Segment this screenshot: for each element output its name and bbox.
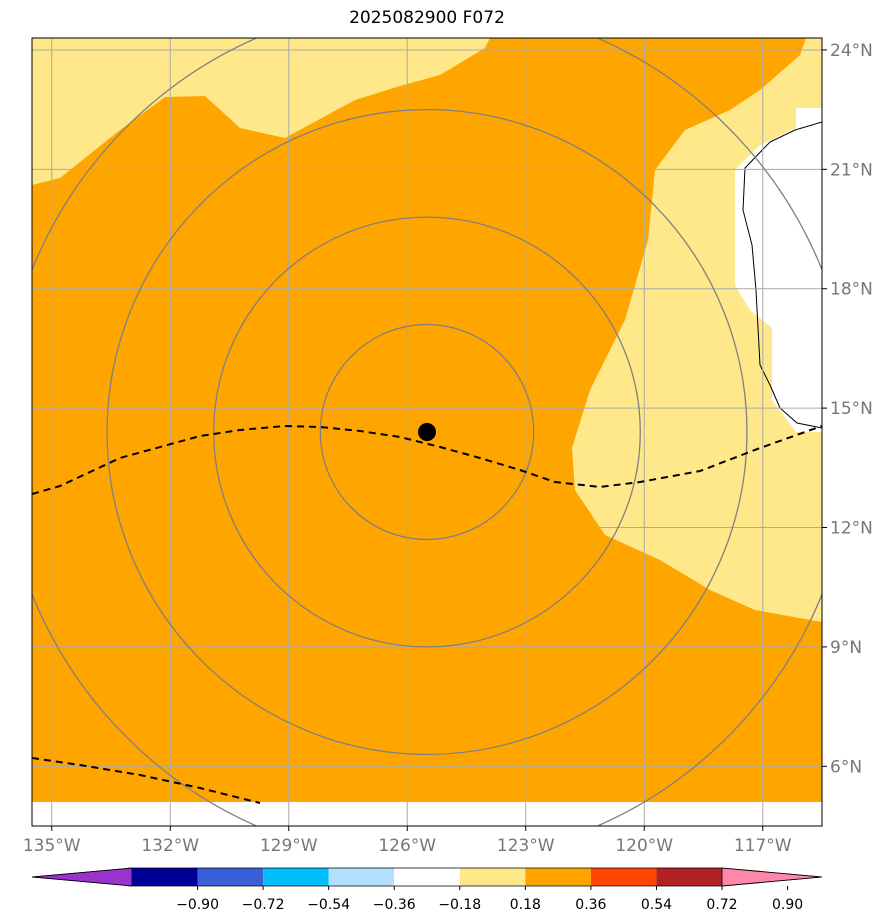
colorbar-label: 0.72 <box>706 897 737 913</box>
range-ring <box>213 216 641 648</box>
range-ring <box>319 323 535 541</box>
colorbar-extend-high <box>721 867 823 887</box>
colorbar-label: 0.90 <box>772 897 803 913</box>
lat-tick-label: 9°N <box>830 638 862 658</box>
lat-tick-label: 18°N <box>830 280 873 300</box>
colorbar-swatch <box>132 868 198 886</box>
lat-tick-label: 12°N <box>830 519 873 539</box>
field-light-topleft <box>32 38 490 185</box>
colorbar-swatch <box>656 868 722 886</box>
lon-tick-label: 120°W <box>615 836 673 856</box>
lat-tick-label: 6°N <box>830 757 862 777</box>
colorbar-swatch <box>328 868 395 886</box>
coastline <box>742 121 822 429</box>
range-ring <box>106 108 748 756</box>
dashed-contour-main <box>32 424 822 495</box>
colorbar-swatch <box>263 868 329 886</box>
land-mass <box>735 108 822 432</box>
colorbar-label: −0.54 <box>307 897 350 913</box>
lon-tick-label: 129°W <box>260 836 318 856</box>
colorbar-label: −0.72 <box>242 897 285 913</box>
lon-tick-label: 117°W <box>734 836 792 856</box>
colorbar-label: −0.90 <box>176 897 219 913</box>
colorbar-swatch <box>197 868 264 886</box>
lat-tick-label: 24°N <box>830 41 873 61</box>
colorbar-label: 0.18 <box>510 897 541 913</box>
colorbar-extend-low <box>31 867 133 887</box>
lon-tick-label: 126°W <box>378 836 436 856</box>
map-frame <box>31 37 823 827</box>
map-title: 2025082900 F072 <box>349 8 505 28</box>
storm-center-marker <box>418 423 436 441</box>
colorbar-swatch <box>590 868 657 886</box>
lon-tick-label: 135°W <box>23 836 81 856</box>
dashed-contour-lower <box>32 757 261 804</box>
colorbar-label: −0.18 <box>438 897 481 913</box>
colorbar-swatch <box>459 868 526 886</box>
lon-tick-label: 132°W <box>141 836 199 856</box>
lon-tick-label: 123°W <box>497 836 555 856</box>
no-data-band <box>32 802 822 826</box>
colorbar-label: 0.54 <box>641 897 672 913</box>
colorbar-label: 0.36 <box>575 897 606 913</box>
colorbar-swatch <box>394 868 460 886</box>
colorbar-label: −0.36 <box>373 897 416 913</box>
lat-tick-label: 15°N <box>830 399 873 419</box>
lat-tick-label: 21°N <box>830 160 873 180</box>
colorbar-swatch <box>525 868 591 886</box>
colorbar-outline <box>31 867 823 887</box>
